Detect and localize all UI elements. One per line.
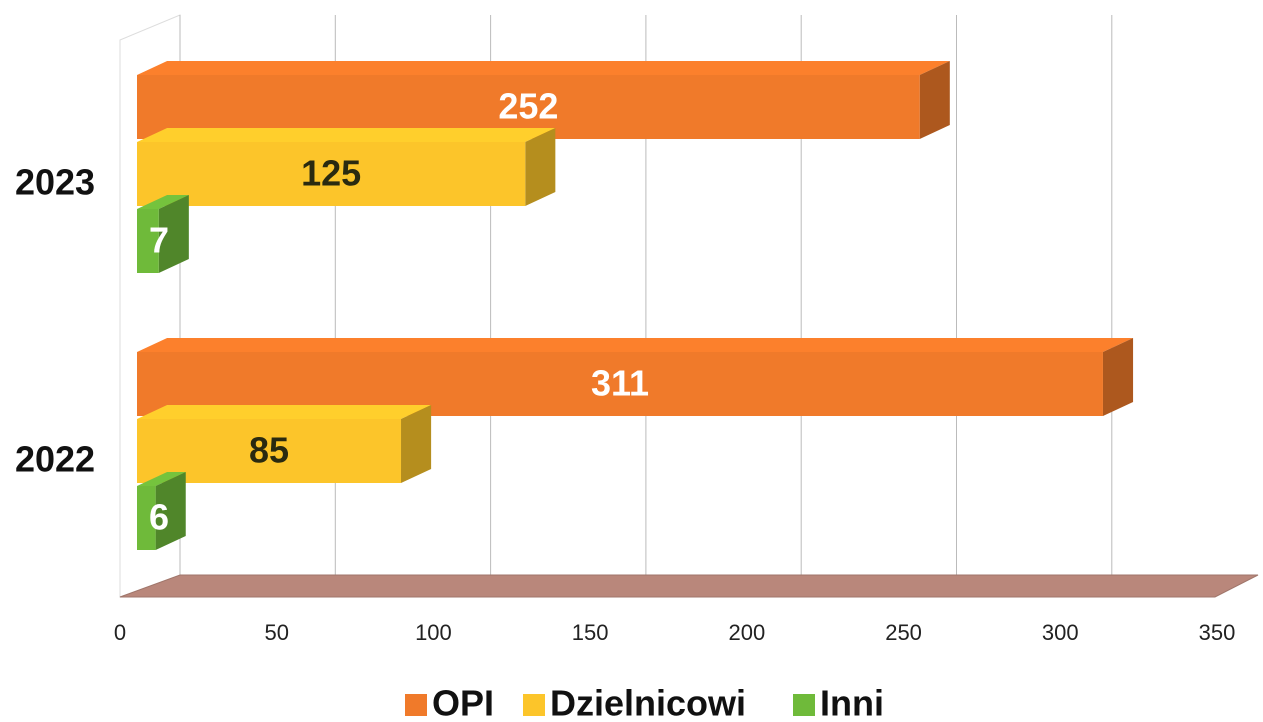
bar-side — [525, 128, 556, 206]
legend-swatch — [793, 694, 815, 716]
value-label: 7 — [149, 220, 169, 261]
bar — [137, 195, 189, 273]
bar-side — [158, 195, 189, 273]
x-tick-label: 250 — [885, 620, 922, 645]
bar-top — [137, 472, 186, 486]
legend-label: OPI — [432, 683, 494, 722]
bar-top — [137, 61, 950, 75]
value-label: 85 — [249, 430, 289, 471]
bar-front — [137, 486, 156, 550]
x-tick-label: 300 — [1042, 620, 1079, 645]
legend-label: Inni — [820, 683, 884, 722]
bar-top — [137, 338, 1134, 352]
bar — [137, 338, 1134, 416]
category-label: 2022 — [15, 439, 95, 480]
bar-top — [137, 128, 556, 142]
value-label: 252 — [498, 86, 558, 127]
bar-top — [137, 405, 432, 419]
x-tick-label: 100 — [415, 620, 452, 645]
legend-label: Dzielnicowi — [550, 683, 746, 722]
bar — [137, 128, 556, 206]
bar — [137, 472, 186, 550]
value-label: 125 — [301, 153, 361, 194]
bar-front — [137, 209, 159, 273]
bar-side — [155, 472, 186, 550]
value-label: 311 — [591, 363, 649, 404]
x-tick-label: 0 — [114, 620, 126, 645]
x-tick-label: 150 — [572, 620, 609, 645]
x-tick-label: 50 — [264, 620, 288, 645]
x-tick-label: 350 — [1199, 620, 1236, 645]
bar-side — [1102, 338, 1134, 416]
bar-side — [401, 405, 432, 483]
floor — [119, 574, 1259, 598]
bar-side — [919, 61, 950, 139]
legend-swatch — [523, 694, 545, 716]
bar-front — [137, 142, 526, 206]
x-tick-label: 200 — [728, 620, 765, 645]
legend-swatch — [405, 694, 427, 716]
bar-top — [137, 195, 189, 209]
value-label: 6 — [149, 497, 169, 538]
category-label: 2023 — [15, 162, 95, 203]
